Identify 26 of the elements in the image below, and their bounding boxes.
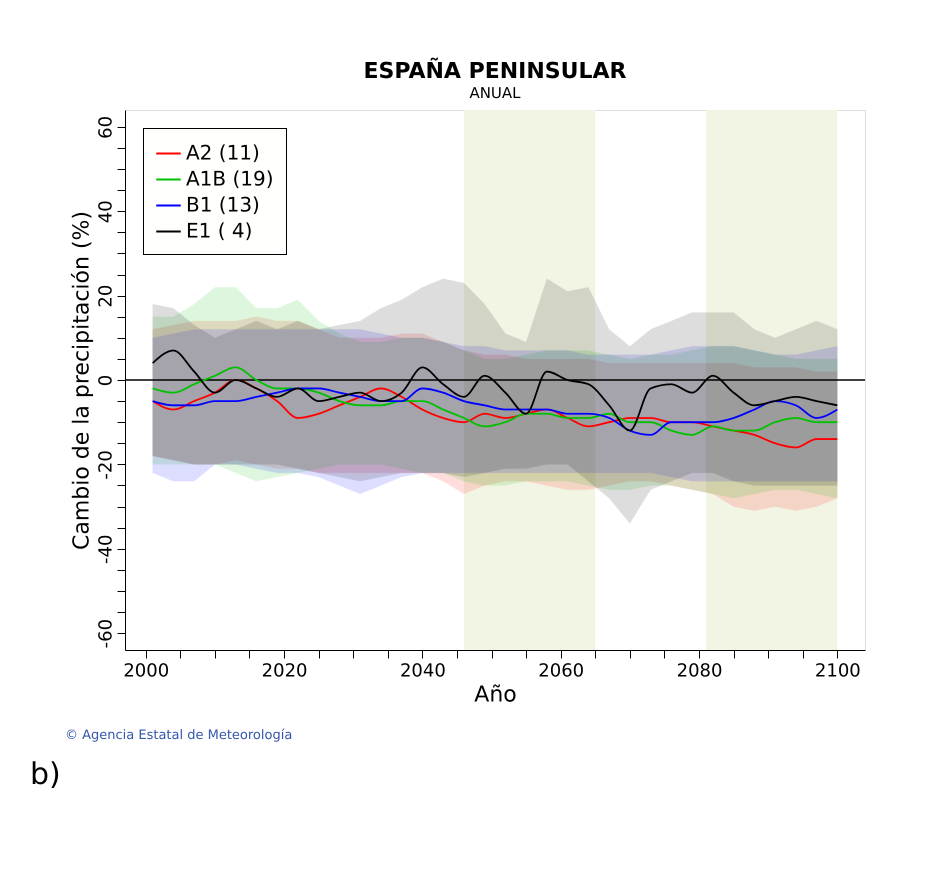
x-tick-label: 2000	[123, 660, 170, 682]
y-tick-label: -20	[96, 450, 116, 480]
legend-label: E1 ( 4)	[186, 218, 252, 242]
line-series	[152, 366, 838, 436]
text: b)	[30, 757, 61, 792]
y-axis-title: Cambio de la precipitación (%)	[70, 210, 94, 550]
x-tick-label: 2060	[538, 660, 584, 682]
x-tick-label: 2080	[676, 660, 722, 682]
legend-label: A1B (19)	[186, 166, 274, 190]
y-tick-label: -40	[96, 534, 116, 564]
y-tick-label: 0	[96, 374, 116, 386]
x-tick-label: 2040	[400, 660, 446, 682]
y-tick-label: 20	[96, 284, 116, 308]
y-tick-label: -60	[96, 618, 116, 648]
text: © Agencia Estatal de Meteorología	[65, 728, 292, 743]
y-tick-label: 40	[96, 200, 116, 224]
legend-label: A2 (11)	[186, 140, 260, 164]
x-axis-title: Año	[474, 682, 517, 708]
chart-title: ESPAÑA PENINSULAR	[364, 57, 627, 84]
chart-subtitle: ANUAL	[469, 84, 522, 102]
line-series	[152, 388, 838, 436]
legend-label: B1 (13)	[186, 192, 260, 216]
line-series	[152, 379, 838, 448]
x-tick-label: 2100	[814, 660, 861, 682]
y-tick-label: 60	[96, 116, 116, 139]
x-tick-label: 2020	[262, 660, 308, 682]
